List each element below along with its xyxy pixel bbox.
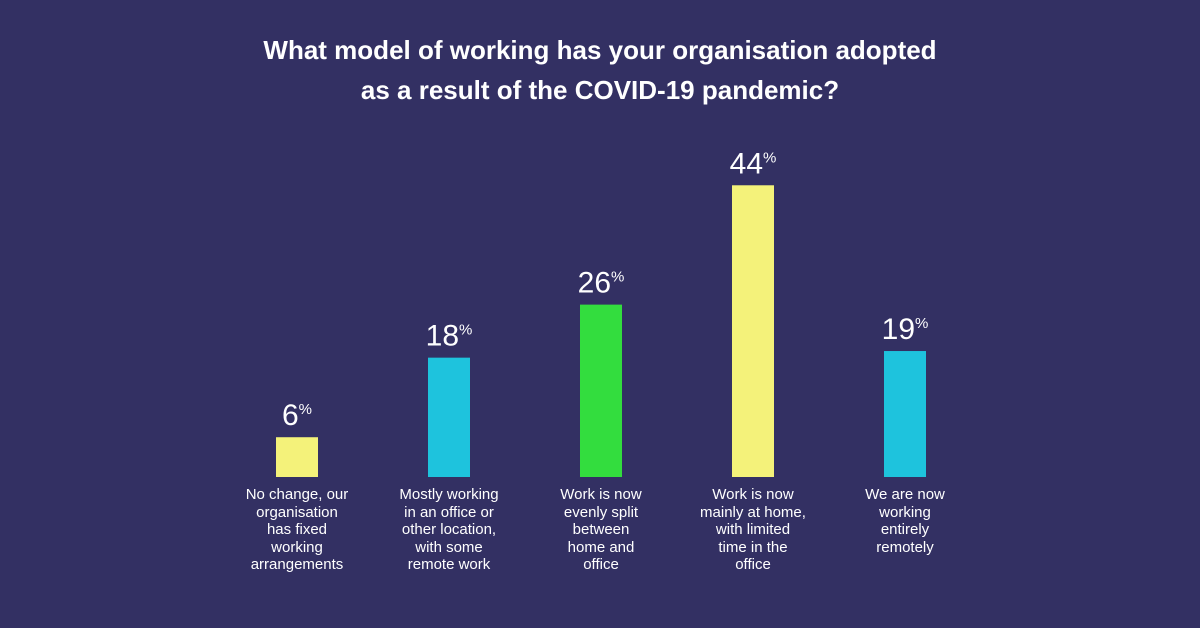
category-label: No change, our organisation has fixed worki…	[227, 486, 367, 574]
bar-5	[884, 351, 926, 477]
category-label-line: working	[271, 538, 323, 556]
bar-2	[428, 357, 470, 477]
chart-title-line: What model of working has your organisat…	[263, 35, 937, 65]
bar-value-label: 6%	[282, 399, 312, 432]
category-label-line: with some	[415, 538, 483, 556]
category-label-line: time in the	[718, 538, 788, 556]
category-label-line: other location,	[401, 521, 497, 538]
category-label-line: with limited	[715, 521, 791, 538]
category-label-line: office	[735, 556, 771, 573]
category-label: Mostly working in an office or other locat…	[379, 486, 519, 574]
category-label-line: evenly split	[563, 503, 639, 521]
category-label-line: organisation	[256, 503, 338, 521]
bar-4	[732, 185, 774, 477]
category-label: Work is now evenly split between home and of…	[531, 486, 671, 574]
category-label-line: arrangements	[250, 556, 344, 573]
chart-title-line: as a result of the COVID-19 pandemic?	[360, 75, 840, 105]
category-label-line: No change, our	[245, 486, 349, 503]
category-label-line: remote work	[407, 556, 491, 573]
category-label-line: Mostly working	[399, 486, 499, 503]
category-label-line: office	[583, 556, 619, 573]
bar-value-label: 26%	[578, 267, 625, 300]
category-label-line: home and	[567, 538, 635, 556]
category-label-line: We are now	[865, 486, 945, 503]
category-label: We are now working entirely remotely	[835, 486, 975, 556]
bar-value-label: 18%	[426, 320, 473, 353]
bar-3	[580, 304, 622, 477]
category-label-line: entirely	[880, 521, 930, 538]
category-label-line: between	[572, 521, 630, 538]
bar-value-label: 19%	[882, 313, 929, 346]
chart-title: What model of working has your organisat…	[0, 30, 1200, 110]
category-label-line: in an office or	[404, 503, 494, 521]
category-label-line: has fixed	[266, 521, 328, 538]
bar-1	[276, 437, 318, 477]
category-label-line: working	[879, 503, 931, 521]
category-label-line: Work is now	[560, 486, 642, 503]
category-label-line: Work is now	[712, 486, 794, 503]
category-label: Work is now mainly at home, with limited ti…	[683, 486, 823, 574]
category-label-line: remotely	[876, 538, 934, 556]
category-label-line: mainly at home,	[700, 503, 806, 521]
bar-value-label: 44%	[730, 147, 777, 180]
